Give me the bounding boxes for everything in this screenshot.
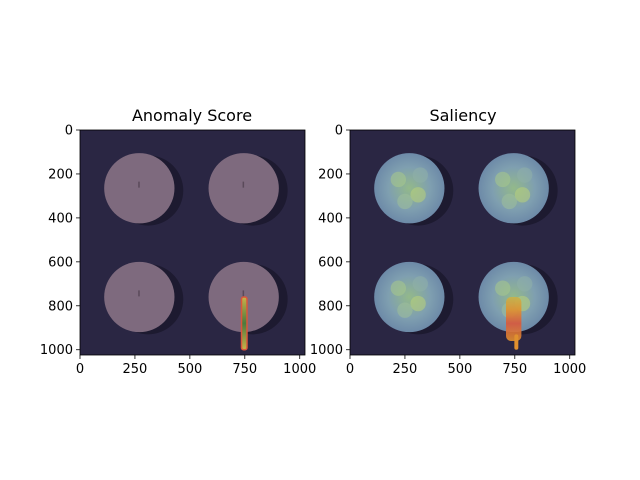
tablet: [374, 261, 445, 333]
x-tick-label: 750: [502, 362, 527, 377]
y-tick-label: 1000: [40, 343, 73, 358]
x-tick-label: 0: [346, 362, 354, 377]
y-tick-label: 0: [335, 124, 343, 139]
y-tick-label: 600: [48, 255, 73, 270]
x-tick-label: 500: [177, 362, 202, 377]
y-tick-label: 0: [65, 124, 73, 139]
y-tick-label: 400: [318, 211, 343, 226]
saliency-hot-region: [506, 296, 522, 341]
tablet: [104, 261, 175, 333]
saliency-blob: [495, 171, 511, 188]
x-tick-label: 750: [232, 362, 257, 377]
saliency-blob: [412, 276, 429, 292]
y-tick-label: 800: [318, 299, 343, 314]
y-tick-label: 1000: [310, 343, 343, 358]
y-tick-label: 400: [48, 211, 73, 226]
y-tick-label: 800: [48, 299, 73, 314]
saliency-blob: [410, 187, 426, 203]
tablet-mark: [138, 181, 140, 188]
x-tick-label: 1000: [283, 362, 316, 377]
x-tick-label: 1000: [553, 362, 586, 377]
tablet-mark: [242, 181, 245, 188]
saliency-blob: [514, 187, 531, 203]
saliency-blob: [410, 295, 426, 312]
x-tick-label: 250: [393, 362, 418, 377]
x-tick-label: 500: [447, 362, 472, 377]
chart-title: Anomaly Score: [132, 106, 252, 125]
saliency-blob: [501, 193, 517, 210]
tablet-mark: [242, 290, 245, 297]
x-tick-label: 0: [76, 362, 84, 377]
anomaly-region: [240, 296, 248, 351]
saliency-blob: [397, 193, 413, 210]
plot-frame: [79, 129, 306, 356]
saliency-blob: [516, 276, 533, 292]
saliency-blob: [412, 167, 429, 183]
saliency-blob: [390, 171, 407, 188]
y-tick-label: 600: [318, 255, 343, 270]
tablet: [478, 153, 549, 224]
saliency-hot-tail: [514, 334, 519, 350]
y-tick-label: 200: [48, 167, 73, 182]
y-tick-label: 200: [318, 167, 343, 182]
chart-title: Saliency: [429, 106, 496, 125]
panel-anomaly-score: Anomaly Score 0 250 500 750 1000020040060080…: [40, 106, 316, 377]
x-tick-label: 250: [123, 362, 148, 377]
saliency-blob: [397, 302, 413, 318]
tablet-mark: [138, 290, 140, 297]
tablet: [208, 153, 279, 224]
plot-frame: [349, 129, 576, 356]
tablet: [374, 153, 445, 224]
tablet: [104, 153, 175, 224]
saliency-blob: [390, 280, 407, 296]
saliency-blob: [516, 167, 533, 183]
saliency-blob: [495, 280, 511, 296]
